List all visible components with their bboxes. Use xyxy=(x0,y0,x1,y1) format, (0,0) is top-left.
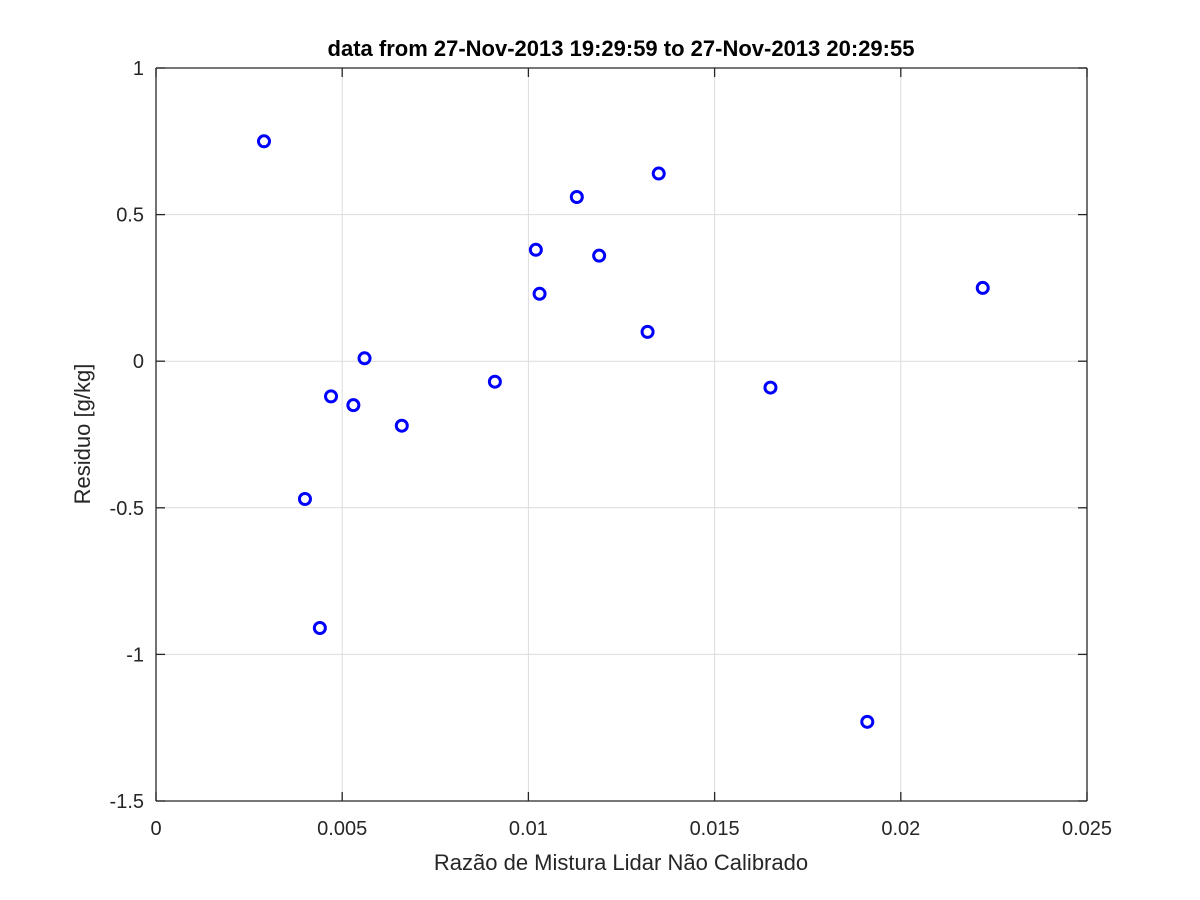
x-tick-label: 0 xyxy=(150,818,161,840)
y-tick-label: -1 xyxy=(126,644,144,666)
data-point xyxy=(569,190,584,205)
y-tick-label: -0.5 xyxy=(110,498,144,520)
y-ticks: -1.5 -1 -0.5 0 0.5 1 xyxy=(110,58,1087,813)
data-points xyxy=(256,134,990,729)
chart-title: data from 27-Nov-2013 19:29:59 to 27-Nov… xyxy=(328,36,915,61)
data-point xyxy=(651,166,666,181)
plot-area xyxy=(156,68,1087,801)
data-point xyxy=(860,714,875,729)
y-tick-label: -1.5 xyxy=(110,791,144,813)
data-point xyxy=(312,621,327,636)
data-point xyxy=(592,248,607,263)
data-point xyxy=(763,380,778,395)
x-tick-label: 0.005 xyxy=(317,818,367,840)
data-point xyxy=(532,286,547,301)
grid-lines xyxy=(155,67,1088,802)
data-point xyxy=(297,492,312,507)
data-point xyxy=(640,324,655,339)
data-point xyxy=(346,398,361,413)
y-tick-label: 0.5 xyxy=(116,205,144,227)
x-tick-label: 0.01 xyxy=(509,818,548,840)
data-point xyxy=(487,374,502,389)
x-ticks: 0 0.005 0.01 0.015 0.02 0.025 xyxy=(150,68,1112,840)
x-tick-label: 0.025 xyxy=(1062,818,1112,840)
y-tick-label: 1 xyxy=(133,58,144,80)
data-point xyxy=(394,418,409,433)
data-point xyxy=(975,280,990,295)
axes xyxy=(155,67,1088,802)
data-point xyxy=(256,134,271,149)
y-tick-label: 0 xyxy=(133,351,144,373)
x-tick-label: 0.02 xyxy=(881,818,920,840)
data-point xyxy=(324,389,339,404)
y-axis-label: Residuo [g/kg] xyxy=(70,364,95,505)
data-point xyxy=(528,242,543,257)
data-point xyxy=(357,351,372,366)
x-axis-label: Razão de Mistura Lidar Não Calibrado xyxy=(434,850,808,875)
x-tick-label: 0.015 xyxy=(690,818,740,840)
